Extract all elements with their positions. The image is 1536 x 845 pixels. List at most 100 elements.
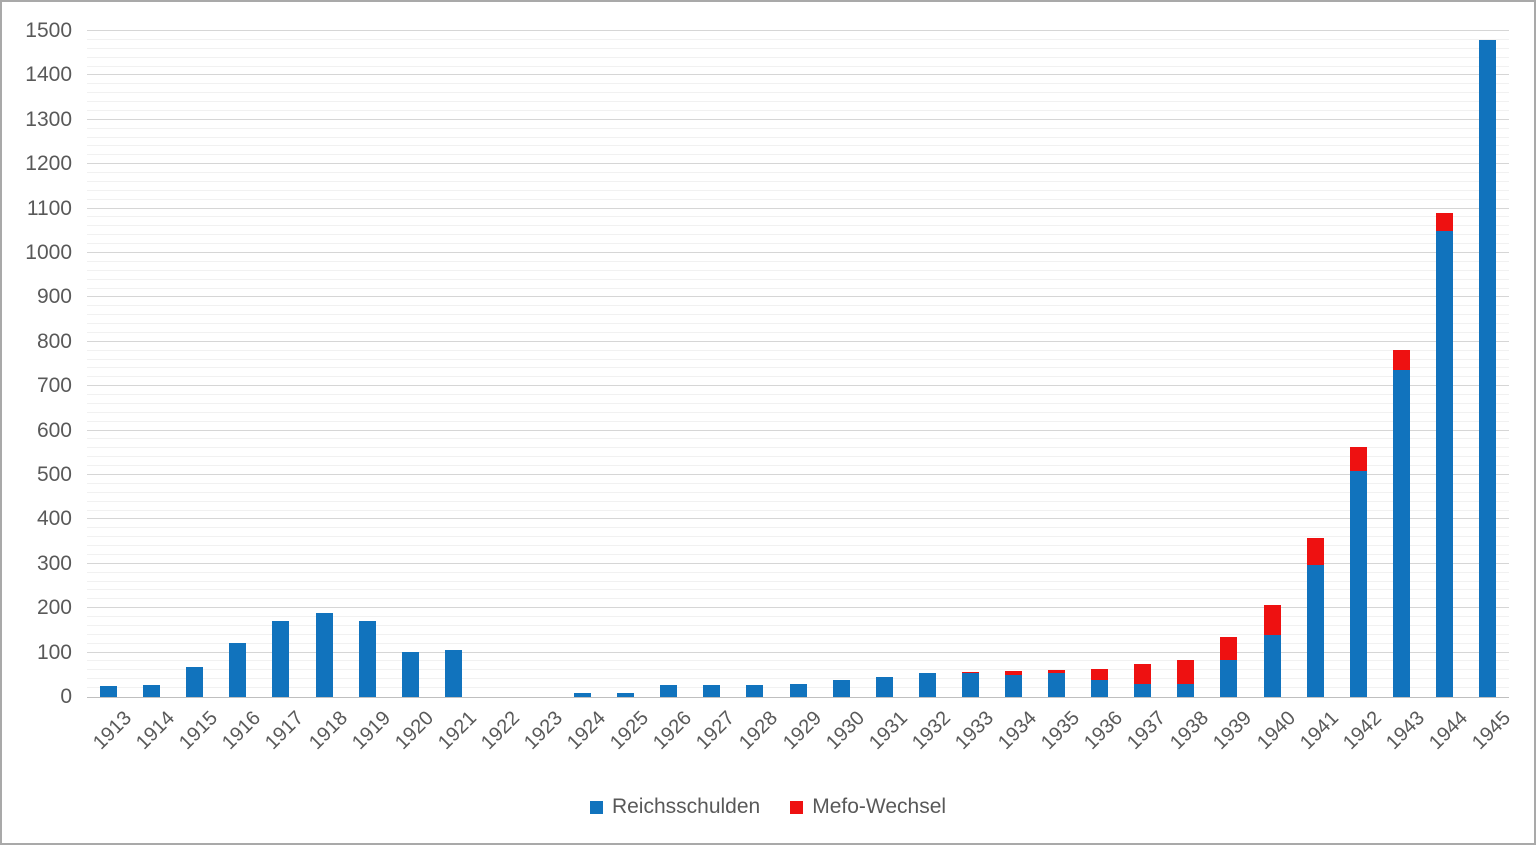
bar-1933-reichsschulden [961, 673, 979, 697]
y-tick-label: 700 [36, 374, 72, 398]
major-gridline [87, 385, 1509, 387]
x-tick-label-1931: 1931 [864, 707, 912, 755]
bar-1936-reichsschulden [1091, 680, 1109, 697]
x-tick-label-1939: 1939 [1209, 707, 1257, 755]
minor-gridline [87, 101, 1509, 103]
minor-gridline [87, 420, 1509, 422]
minor-gridline [87, 491, 1509, 493]
minor-gridline [87, 198, 1509, 200]
minor-gridline [87, 580, 1509, 582]
bar-1944-reichsschulden [1435, 230, 1453, 697]
bar-1927-reichsschulden [703, 684, 721, 697]
minor-gridline [87, 287, 1509, 289]
bar-1937-mefo-wechsel [1134, 663, 1152, 684]
x-tick-label-1938: 1938 [1166, 707, 1214, 755]
minor-gridline [87, 536, 1509, 538]
y-tick-label: 300 [36, 551, 72, 575]
x-tick-label-1941: 1941 [1295, 707, 1343, 755]
legend-label-mefo-wechsel: Mefo-Wechsel [812, 795, 947, 818]
x-tick-label-1920: 1920 [390, 707, 438, 755]
minor-gridline [87, 678, 1509, 680]
x-tick-label-1930: 1930 [821, 707, 869, 755]
minor-gridline [87, 225, 1509, 227]
bar-1921-reichsschulden [444, 650, 462, 697]
minor-gridline [87, 358, 1509, 360]
minor-gridline [87, 234, 1509, 236]
legend-swatch-reichsschulden-icon [589, 800, 603, 814]
y-tick-label: 500 [36, 463, 72, 486]
x-tick-label-1922: 1922 [476, 707, 524, 755]
minor-gridline [87, 411, 1509, 413]
x-tick-label-1945: 1945 [1468, 707, 1516, 755]
y-tick-label: 1300 [25, 107, 72, 131]
bar-1943-reichsschulden [1392, 370, 1410, 697]
bar-1913-reichsschulden [100, 685, 117, 697]
bar-1935-mefo-wechsel [1048, 670, 1065, 673]
minor-gridline [87, 394, 1509, 396]
x-tick-label-1937: 1937 [1123, 707, 1171, 755]
bar-1940-reichsschulden [1263, 634, 1281, 697]
x-tick-label-1925: 1925 [606, 707, 654, 755]
bar-1940-mefo-wechsel [1263, 604, 1281, 635]
y-tick-label: 1500 [25, 19, 72, 42]
minor-gridline [87, 38, 1509, 40]
bar-1938-mefo-wechsel [1177, 659, 1195, 685]
minor-gridline [87, 616, 1509, 618]
y-tick-label: 1100 [26, 196, 72, 220]
y-tick-label: 0 [60, 685, 72, 708]
y-tick-label: 1200 [25, 152, 72, 176]
x-tick-label-1915: 1915 [175, 707, 223, 755]
minor-gridline [87, 109, 1509, 111]
bar-1925-reichsschulden [617, 692, 635, 697]
minor-gridline [87, 83, 1509, 85]
bar-1926-reichsschulden [660, 684, 678, 697]
major-gridline [87, 207, 1509, 209]
bar-1938-reichsschulden [1177, 684, 1195, 697]
minor-gridline [87, 402, 1509, 404]
major-gridline [87, 118, 1509, 120]
legend: Reichsschulden Mefo-Wechsel [2, 795, 1534, 819]
y-axis-labels: 0 100 200 300 400 500 600 700 800 900 1000 1100 1200… [2, 20, 72, 708]
x-tick-label-1924: 1924 [563, 707, 611, 755]
x-tick-label-1923: 1923 [520, 707, 568, 755]
x-tick-label-1913: 1913 [89, 707, 137, 755]
x-tick-label-1935: 1935 [1037, 707, 1085, 755]
minor-gridline [87, 553, 1509, 555]
x-tick-label-1928: 1928 [735, 707, 783, 755]
minor-gridline [87, 367, 1509, 369]
minor-gridline [87, 589, 1509, 591]
bar-1933-mefo-wechsel [961, 671, 979, 673]
minor-gridline [87, 598, 1509, 600]
minor-gridline [87, 660, 1509, 662]
bar-1944-mefo-wechsel [1435, 213, 1453, 231]
minor-gridline [87, 438, 1509, 440]
bar-1941-mefo-wechsel [1306, 537, 1324, 566]
minor-gridline [87, 376, 1509, 378]
x-tick-label-1934: 1934 [994, 707, 1042, 755]
major-gridline [87, 429, 1509, 431]
minor-gridline [87, 314, 1509, 316]
minor-gridline [87, 216, 1509, 218]
minor-gridline [87, 243, 1509, 245]
x-tick-label-1921: 1921 [433, 707, 481, 755]
x-tick-label-1942: 1942 [1338, 707, 1386, 755]
x-tick-label-1926: 1926 [649, 707, 697, 755]
major-gridline [87, 296, 1509, 298]
bar-1931-reichsschulden [875, 677, 893, 697]
minor-gridline [87, 509, 1509, 511]
bar-1917-reichsschulden [272, 620, 290, 697]
x-tick-label-1929: 1929 [778, 707, 826, 755]
minor-gridline [87, 269, 1509, 271]
x-tick-label-1916: 1916 [218, 707, 266, 755]
bar-1928-reichsschulden [746, 685, 764, 697]
y-tick-label: 1400 [25, 63, 72, 87]
major-gridline [87, 163, 1509, 165]
minor-gridline [87, 278, 1509, 280]
bar-1936-mefo-wechsel [1091, 668, 1109, 681]
bar-1924-reichsschulden [574, 693, 591, 697]
plot-area [87, 30, 1509, 698]
legend-item-reichsschulden: Reichsschulden [589, 795, 760, 819]
y-tick-label: 1000 [25, 241, 72, 264]
legend-item-mefo-wechsel: Mefo-Wechsel [790, 795, 946, 819]
